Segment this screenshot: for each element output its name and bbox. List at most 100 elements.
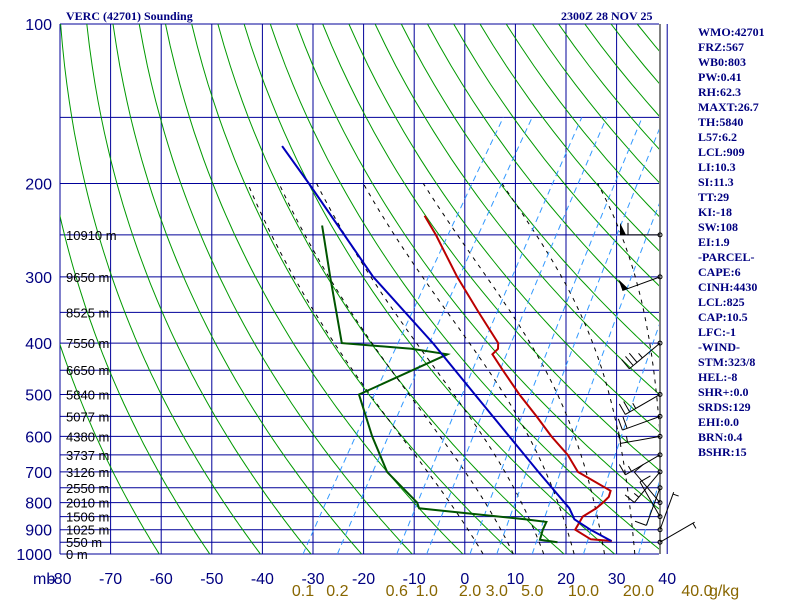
wind-barb-feather <box>639 475 651 483</box>
wind-barb-station <box>657 274 663 280</box>
index-item: HEL:-8 <box>698 370 738 384</box>
mixing-ratio-label: 0.2 <box>326 583 348 600</box>
wind-barb <box>634 485 663 526</box>
dry-adiabat-line <box>138 24 413 554</box>
dry-adiabat-line <box>86 24 312 554</box>
wind-barb-half-feather <box>638 352 643 359</box>
index-item: CAP:10.5 <box>698 310 748 324</box>
index-item: CAPE:6 <box>698 265 741 279</box>
index-item: LI:10.3 <box>698 160 736 174</box>
dry-adiabat-line <box>60 24 261 554</box>
height-label: 2010 m <box>66 496 109 511</box>
wind-barb-station <box>657 539 663 545</box>
wind-barb-staff <box>645 487 661 526</box>
temperature-line <box>423 215 612 542</box>
index-item: -PARCEL- <box>698 250 755 264</box>
wind-barb-station <box>657 514 663 520</box>
dry-adiabat-line <box>60 343 160 554</box>
pressure-label: 900 <box>25 523 52 540</box>
wind-barb-station <box>657 340 663 346</box>
wind-barb-station <box>657 469 663 475</box>
wind-barb-station <box>657 452 663 458</box>
wind-barb-staff <box>622 415 661 431</box>
isobar-grid <box>60 23 659 555</box>
wind-barb-staff <box>639 481 661 517</box>
wind-barb <box>657 521 697 545</box>
index-item: SHR+:0.0 <box>698 385 749 399</box>
wind-barb-half-feather <box>625 436 628 443</box>
mixing-ratio-line <box>469 117 643 554</box>
index-item: WMO:42701 <box>698 25 765 39</box>
wind-barb-station <box>657 527 663 533</box>
mixing-ratio-label: 5.0 <box>521 583 543 600</box>
wind-barb <box>618 274 663 292</box>
moist-adiabat-line <box>278 183 514 554</box>
stability-indices-list: WMO:42701 FRZ:567 WB0:803 PW:0.41 RH:62.3 MAX… <box>698 25 765 460</box>
wind-barb-staff <box>659 491 675 530</box>
wind-barb-half-feather <box>632 403 637 409</box>
dry-adiabat-line <box>296 24 659 510</box>
wind-barb-station <box>657 413 663 419</box>
wind-barb-feather <box>618 431 622 444</box>
mixing-ratio-line <box>583 324 659 554</box>
pressure-label: 800 <box>25 496 52 513</box>
dry-adiabats <box>60 24 659 554</box>
index-item: CINH:4430 <box>698 280 758 294</box>
wind-barb-staff <box>659 521 695 543</box>
chart-title: VERC (42701) Sounding <box>66 9 193 23</box>
height-label: 2550 m <box>66 481 109 496</box>
wind-barb <box>621 340 663 370</box>
height-label: 10910 m <box>66 228 117 243</box>
index-item: FRZ:567 <box>698 40 744 54</box>
height-label: 3737 m <box>66 448 109 463</box>
mixing-ratio-label: g/kg <box>709 583 739 600</box>
wind-barb-half-feather <box>633 492 640 498</box>
pressure-label: 600 <box>25 429 52 446</box>
wind-barb-feather <box>628 352 638 363</box>
pressure-label: 700 <box>25 465 52 482</box>
moist-adiabat-line <box>247 183 484 554</box>
mixing-ratio-line <box>496 128 659 554</box>
temperature-tick-label: -10 <box>403 571 426 588</box>
height-label: 1025 m <box>66 523 109 538</box>
dry-adiabat-line <box>191 24 514 554</box>
height-label: 5077 m <box>66 409 109 424</box>
moist-adiabat-line <box>316 183 545 554</box>
wind-barb <box>618 431 663 444</box>
index-item: TT:29 <box>698 190 730 204</box>
index-item: -WIND- <box>698 340 740 354</box>
temperature-tick-label: -50 <box>200 571 223 588</box>
mixing-ratio-label: 20.0 <box>623 583 654 600</box>
height-label: 5840 m <box>66 387 109 402</box>
mixing-ratio-label: 0.6 <box>386 583 408 600</box>
dry-adiabat-line <box>400 24 659 358</box>
moist-adiabat-line <box>422 183 605 554</box>
wind-barb-station <box>657 485 663 491</box>
dry-adiabat-line <box>165 24 464 554</box>
moist-adiabat-line <box>362 183 575 554</box>
height-label: 6650 m <box>66 363 109 378</box>
dry-adiabat-line <box>60 213 211 554</box>
pressure-label: 200 <box>25 177 52 194</box>
temperature-tick-label: -70 <box>99 571 122 588</box>
dry-adiabat-line <box>374 24 659 395</box>
wind-barb-feather <box>624 494 635 503</box>
parcel-line <box>281 145 612 542</box>
index-item: EI:1.9 <box>698 235 730 249</box>
x-axis-unit: mb <box>33 571 55 588</box>
wind-barb-feather <box>633 463 644 473</box>
wind-barb-half-feather <box>672 493 679 497</box>
index-item: SI:11.3 <box>698 175 734 189</box>
mixing-ratio-label: 0.1 <box>292 583 314 600</box>
index-item: TH:5840 <box>698 115 744 129</box>
dry-adiabat-line <box>243 24 615 554</box>
index-item: BRN:0.4 <box>698 430 743 444</box>
wind-barb-half-feather <box>627 465 632 472</box>
index-item: LCL:825 <box>698 295 745 309</box>
dry-adiabat-line <box>427 24 659 322</box>
dry-adiabat-line <box>322 24 659 471</box>
index-item: BSHR:15 <box>698 445 747 459</box>
wind-barb <box>617 413 663 431</box>
